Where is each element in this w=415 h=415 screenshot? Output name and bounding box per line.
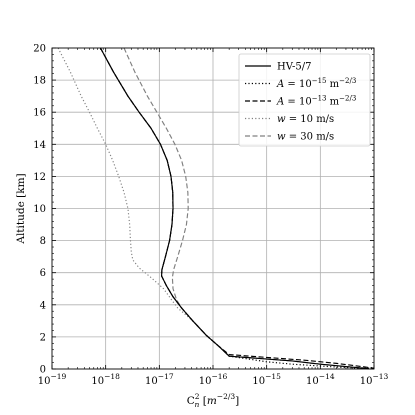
y-tick-label: 20: [33, 44, 46, 55]
x-tick-label: 10−18: [91, 372, 120, 387]
x-tick-label: 10−13: [360, 372, 389, 387]
x-axis-title: C2 n [m−2/3]: [187, 392, 240, 409]
legend-box: [238, 53, 371, 147]
legend: HV-5/7 A = 10−15 m−2/3 A = 10−13 m−2/3 w = …: [238, 53, 371, 147]
y-tick-label: 8: [40, 236, 46, 247]
x-tick-label: 10−17: [145, 372, 174, 387]
plot-frame: [51, 47, 375, 370]
y-axis-title: Altitude [km]: [15, 173, 27, 244]
y-tick-labels: 0 2 4 6 8 10 12 14 16 18 20: [33, 44, 46, 376]
y-tick-label: 12: [33, 172, 46, 183]
legend-label-4: w = 30 m/s: [277, 132, 334, 143]
y-tick-label: 4: [40, 300, 46, 311]
legend-label-1: A = 10−15 m−2/3: [276, 77, 356, 90]
legend-label-2: A = 10−13 m−2/3: [276, 95, 356, 108]
y-tick-label: 6: [40, 268, 46, 279]
y-tick-label: 16: [33, 108, 46, 119]
x-tick-label: 10−16: [199, 372, 228, 387]
legend-label-0: HV-5/7: [277, 62, 312, 73]
y-tick-label: 14: [33, 140, 46, 151]
series-line-4: [123, 47, 369, 370]
series-line-3: [57, 47, 369, 370]
x-tick-label: 10−15: [252, 372, 281, 387]
series-line-0: [99, 47, 369, 370]
y-tick-label: 2: [40, 332, 46, 343]
y-tick-label: 0: [40, 365, 46, 376]
x-tick-label: 10−14: [306, 372, 335, 387]
y-tick-label: 18: [33, 76, 46, 87]
legend-label-3: w = 10 m/s: [277, 114, 334, 125]
series-layer: [57, 47, 375, 370]
y-tick-label: 10: [33, 204, 46, 215]
x-tick-label: 10−19: [38, 372, 67, 387]
x-tick-labels: 10−19 10−18 10−17 10−16 10−15 10−14 10−13: [38, 372, 389, 387]
